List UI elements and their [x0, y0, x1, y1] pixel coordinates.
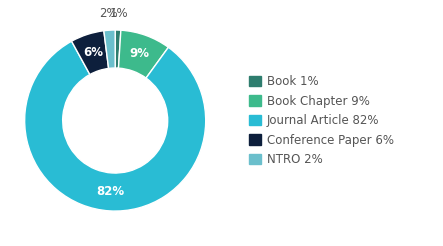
- Wedge shape: [115, 30, 121, 68]
- Wedge shape: [104, 30, 115, 68]
- Text: 1%: 1%: [109, 7, 128, 20]
- Wedge shape: [25, 41, 206, 211]
- Text: 82%: 82%: [97, 185, 125, 199]
- Legend: Book 1%, Book Chapter 9%, Journal Article 82%, Conference Paper 6%, NTRO 2%: Book 1%, Book Chapter 9%, Journal Articl…: [245, 72, 397, 169]
- Wedge shape: [72, 31, 109, 75]
- Text: 6%: 6%: [83, 46, 103, 59]
- Text: 2%: 2%: [99, 7, 118, 20]
- Wedge shape: [118, 30, 168, 78]
- Text: 9%: 9%: [129, 47, 149, 60]
